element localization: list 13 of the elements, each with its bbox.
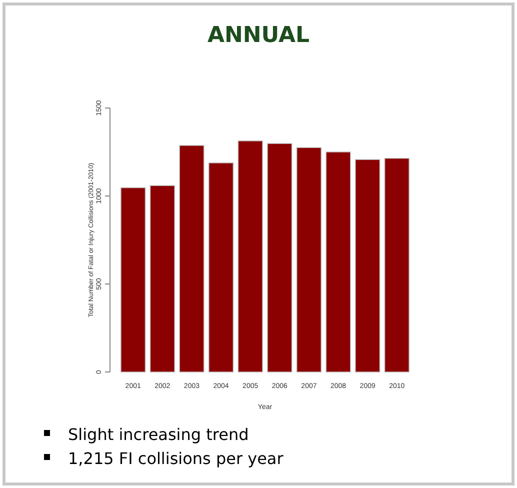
text: 1,215 FI collisions per year (68, 449, 284, 468)
bar (179, 145, 204, 372)
text: Slight increasing trend (68, 425, 249, 444)
bar (120, 187, 146, 372)
bar (208, 162, 234, 372)
bar (296, 147, 322, 372)
chart-title: ANNUAL (207, 23, 310, 48)
bar (267, 143, 292, 372)
bar (384, 158, 410, 372)
bar (238, 140, 263, 372)
bar (150, 185, 175, 372)
bar (326, 152, 351, 372)
bar (355, 159, 380, 372)
